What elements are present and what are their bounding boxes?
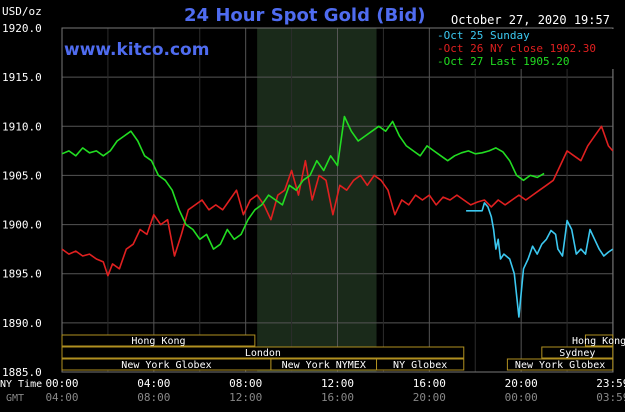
session-bar (61, 346, 465, 359)
session-label: New York Globex (121, 360, 211, 371)
y-tick-label: 1885.0 (2, 366, 42, 379)
x-tick-label-ny: 00:00 (45, 377, 78, 390)
y-tick-label: 1920.0 (2, 22, 42, 35)
oct25-line (466, 202, 614, 318)
session-bar (506, 358, 614, 371)
x-tick-label-ny: 23:59 (596, 377, 625, 390)
session-label: Hong Kong (572, 336, 625, 347)
y-tick-label: 1910.0 (2, 120, 42, 133)
session-bar (584, 334, 614, 347)
x-tick-label-gmt: 08:00 (137, 391, 170, 404)
chart-title: 24 Hour Spot Gold (Bid) (184, 5, 426, 26)
plot-frame (61, 27, 614, 373)
brand-link[interactable]: www.kitco.com (64, 40, 210, 60)
y-tick-label: 1915.0 (2, 71, 42, 84)
legend: -Oct 25 Sunday -Oct 26 NY close 1902.30 … (437, 29, 615, 69)
timestamp: October 27, 2020 19:57 (451, 13, 610, 27)
x-tick-label-ny: 16:00 (413, 377, 446, 390)
x-tick-label-ny: 12:00 (321, 377, 354, 390)
session-bar (376, 358, 465, 371)
legend-item-oct27: -Oct 27 Last 1905.20 (437, 55, 570, 68)
session-label: London (245, 348, 281, 359)
x-tick-label-ny: 08:00 (229, 377, 262, 390)
session-label: NY Globex (393, 360, 447, 371)
y-unit-label: USD/oz (2, 5, 42, 18)
x-tick-label-gmt: 16:00 (321, 391, 354, 404)
x-tick-label-gmt: 00:00 (505, 391, 538, 404)
y-tick-label: 1905.0 (2, 169, 42, 182)
x-tick-label-gmt: 12:00 (229, 391, 262, 404)
gmt-label: GMT (6, 393, 24, 404)
legend-item-oct26: -Oct 26 NY close 1902.30 (437, 42, 596, 55)
y-tick-label: 1890.0 (2, 317, 42, 330)
session-label: Hong Kong (131, 336, 185, 347)
session-label: New York Globex (515, 360, 605, 371)
x-tick-label-gmt: 03:59 (596, 391, 625, 404)
y-tick-label: 1900.0 (2, 219, 42, 232)
y-tick-label: 1895.0 (2, 268, 42, 281)
x-tick-label-gmt: 04:00 (45, 391, 78, 404)
oct27-line (61, 115, 545, 250)
oct26-line (61, 125, 614, 277)
x-tick-label-ny: 04:00 (137, 377, 170, 390)
x-tick-label-ny: 20:00 (505, 377, 538, 390)
session-label: Sydney (559, 348, 595, 359)
session-label: New York NYMEX (282, 360, 366, 371)
session-bar (541, 346, 614, 359)
x-tick-label-gmt: 20:00 (413, 391, 446, 404)
session-bar (61, 334, 256, 347)
ny-time-label: NY Time (0, 379, 42, 390)
legend-item-oct25: -Oct 25 Sunday (437, 29, 530, 42)
